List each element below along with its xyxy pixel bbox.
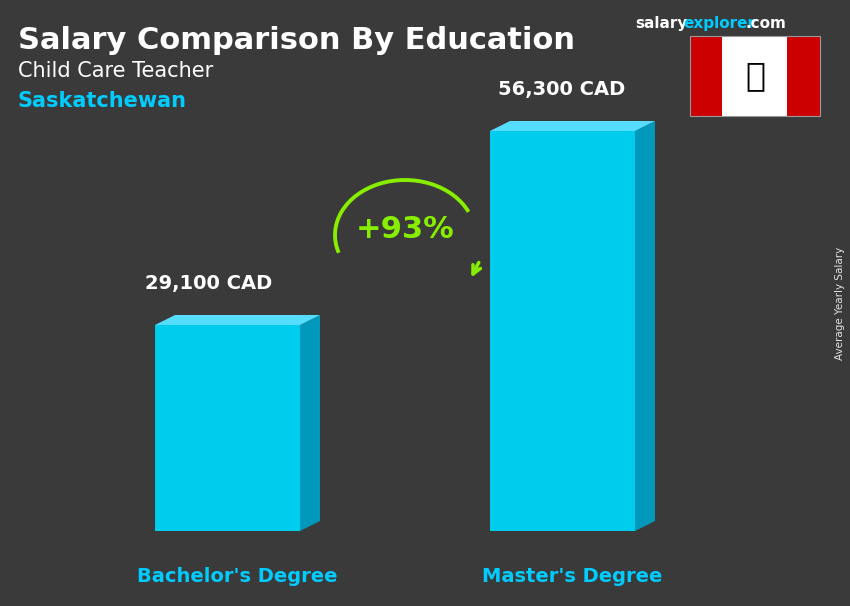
Text: +93%: +93% [355,216,455,244]
Bar [690,36,820,116]
Polygon shape [155,315,320,325]
Text: .com: .com [746,16,787,31]
Text: explorer: explorer [683,16,755,31]
Text: 29,100 CAD: 29,100 CAD [145,274,272,293]
Text: Salary Comparison By Education: Salary Comparison By Education [18,26,575,55]
Bar [787,36,820,116]
Bar [690,36,820,116]
Polygon shape [635,121,655,531]
Text: Master's Degree: Master's Degree [482,567,662,585]
Bar [690,36,722,116]
Bar [490,131,635,531]
Text: salary: salary [635,16,688,31]
Text: Saskatchewan: Saskatchewan [18,91,187,111]
Polygon shape [490,121,655,131]
Text: 56,300 CAD: 56,300 CAD [498,80,626,99]
Text: Average Yearly Salary: Average Yearly Salary [835,247,845,359]
Text: Child Care Teacher: Child Care Teacher [18,61,213,81]
Polygon shape [300,315,320,531]
Text: 🍁: 🍁 [745,59,765,93]
Text: Bachelor's Degree: Bachelor's Degree [137,567,337,585]
Bar [155,325,300,531]
